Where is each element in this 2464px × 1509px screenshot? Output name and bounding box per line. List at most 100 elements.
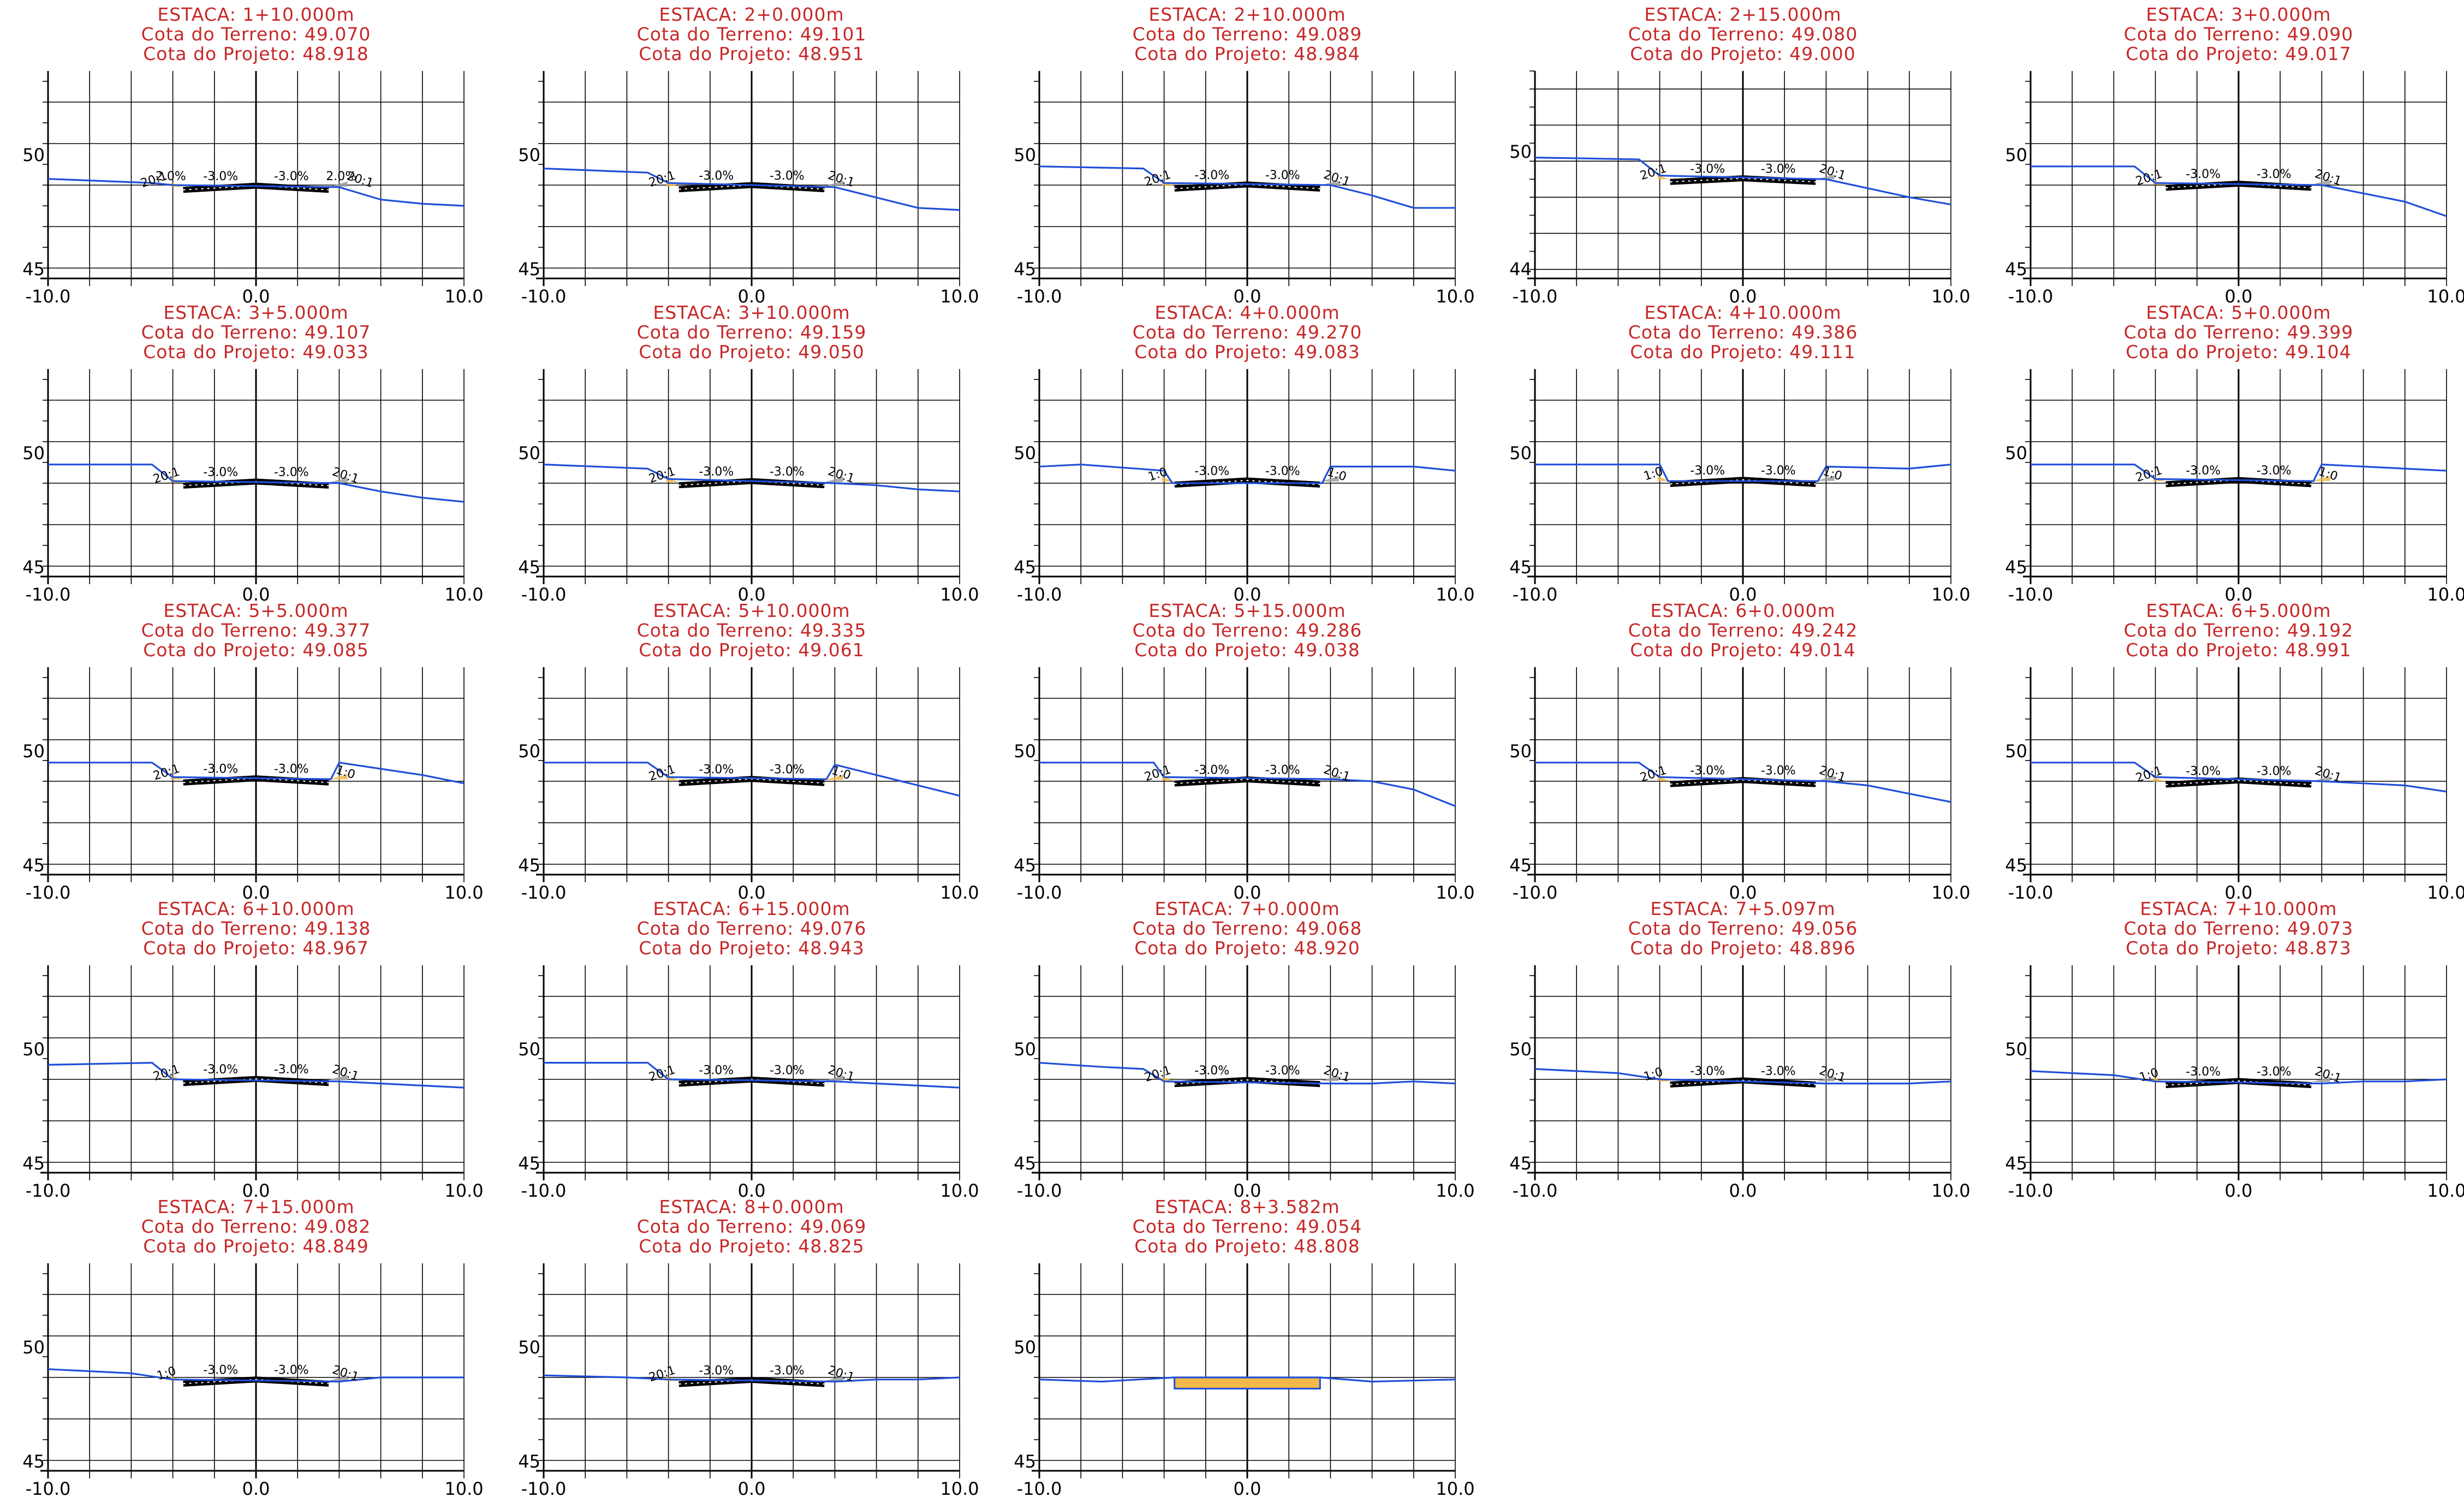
y-axis-label: 45 — [22, 259, 45, 280]
section-station-title: ESTACA: 2+10.000m — [1148, 4, 1346, 25]
side-slope-wedge — [1816, 1076, 1835, 1082]
section-station-title: ESTACA: 5+5.000m — [163, 600, 348, 621]
side-slope-wedge — [1816, 476, 1835, 481]
y-axis-label: 50 — [518, 1337, 540, 1358]
x-axis-label: -10.0 — [2008, 1180, 2054, 1201]
terrain-line — [2031, 165, 2447, 217]
x-axis-label: -10.0 — [521, 1478, 567, 1499]
section-grid — [536, 71, 960, 286]
section-station-title: ESTACA: 7+5.097m — [1650, 898, 1835, 919]
section-grid — [2023, 369, 2447, 584]
section-station-title: ESTACA: 6+10.000m — [157, 898, 354, 919]
x-axis-label: 0.0 — [2225, 882, 2253, 903]
y-axis-label: 45 — [1014, 259, 1036, 280]
section-terrain-elevation: Cota do Terreno: 49.242 — [1628, 620, 1858, 641]
section-project-elevation: Cota do Projeto: 49.033 — [143, 341, 369, 363]
x-axis-label: -10.0 — [1513, 286, 1558, 307]
side-slope-wedge — [1162, 1077, 1175, 1082]
y-axis-label: 50 — [1014, 443, 1036, 464]
section-project-elevation: Cota do Projeto: 48.967 — [143, 937, 369, 959]
x-axis-label: 10.0 — [444, 1478, 483, 1499]
section-terrain-elevation: Cota do Terreno: 49.090 — [2124, 23, 2354, 45]
slope-label: 20:1 — [1818, 1064, 1848, 1085]
side-slope-wedge — [1162, 477, 1175, 482]
slope-label: -3.0% — [2186, 1065, 2221, 1079]
y-axis-label: 45 — [1014, 1451, 1036, 1472]
section-grid — [1032, 71, 1456, 286]
section-project-elevation: Cota do Projeto: 49.111 — [1630, 341, 1856, 363]
x-axis-label: 10.0 — [940, 286, 979, 307]
section-project-elevation: Cota do Projeto: 48.873 — [2126, 937, 2352, 959]
side-slope-wedge — [1320, 1076, 1339, 1082]
section-station-title: ESTACA: 7+15.000m — [157, 1196, 354, 1217]
side-slope-wedge — [824, 1375, 843, 1381]
slope-label: -3.0% — [203, 1364, 238, 1377]
section-project-elevation: Cota do Projeto: 49.083 — [1134, 341, 1360, 363]
slope-label: -3.0% — [274, 763, 309, 776]
terrain-line — [543, 1374, 960, 1383]
section-grid — [1032, 965, 1456, 1180]
x-axis-label: -10.0 — [521, 882, 567, 903]
y-axis-label: 45 — [2005, 855, 2027, 876]
section-terrain-elevation: Cota do Terreno: 49.080 — [1628, 23, 1858, 45]
terrain-line — [1534, 1068, 1951, 1085]
slope-label: -3.0% — [1265, 1064, 1300, 1078]
y-axis-label: 45 — [1509, 855, 1532, 876]
x-axis-label: 10.0 — [940, 584, 979, 605]
side-slope-wedge — [329, 477, 348, 483]
section-project-elevation: Cota do Projeto: 48.849 — [143, 1235, 369, 1257]
x-axis-label: -10.0 — [1513, 584, 1558, 605]
y-axis-label: 50 — [1509, 443, 1532, 464]
section-terrain-elevation: Cota do Terreno: 49.073 — [2124, 918, 2354, 939]
y-axis-label: 50 — [1509, 741, 1532, 762]
slope-label: -3.0% — [2186, 764, 2221, 778]
x-axis-label: -10.0 — [521, 1180, 567, 1201]
y-axis-label: 50 — [1014, 1039, 1036, 1060]
terrain-line — [1535, 464, 1951, 482]
section-terrain-elevation: Cota do Terreno: 49.377 — [141, 620, 371, 641]
y-axis-label: 45 — [2005, 259, 2027, 280]
slope-label: 2.0% — [326, 170, 356, 183]
terrain-line — [1039, 1062, 1456, 1085]
slope-label: -3.0% — [699, 763, 734, 777]
slope-label: 20:1 — [647, 1363, 677, 1385]
cut-fill-area — [1174, 1376, 1321, 1390]
y-axis-label: 50 — [518, 1039, 540, 1060]
section-grid — [1527, 70, 1951, 286]
section-station-title: ESTACA: 5+15.000m — [1148, 600, 1346, 621]
terrain-line — [47, 1061, 465, 1089]
y-axis-label: 50 — [1014, 145, 1036, 165]
x-axis-label: -10.0 — [2008, 286, 2054, 307]
section-project-elevation: Cota do Projeto: 49.000 — [1630, 43, 1856, 64]
y-axis-label: 50 — [1014, 741, 1036, 762]
x-axis-label: 0.0 — [242, 882, 270, 903]
x-axis-label: 10.0 — [444, 584, 483, 605]
slope-label: -3.0% — [699, 1364, 734, 1377]
side-slope-wedge — [824, 1075, 843, 1081]
section-station-title: ESTACA: 6+5.000m — [2146, 600, 2331, 621]
x-axis-label: 10.0 — [1436, 1180, 1474, 1201]
pavement-hatch — [1670, 479, 1816, 485]
section-grid — [40, 965, 465, 1180]
y-axis-label: 50 — [22, 741, 45, 762]
y-axis-label: 45 — [1509, 557, 1532, 578]
section-project-elevation: Cota do Projeto: 49.104 — [2126, 341, 2352, 363]
slope-label: -3.0% — [274, 1063, 309, 1077]
x-axis-label: 10.0 — [1436, 1478, 1474, 1499]
x-axis-label: -10.0 — [26, 1478, 71, 1499]
y-axis-label: 50 — [1509, 1039, 1532, 1060]
section-grid — [1527, 667, 1951, 882]
slope-label: 2.0% — [156, 170, 186, 183]
side-slope-wedge — [329, 1074, 348, 1080]
x-axis-label: -10.0 — [1017, 1478, 1062, 1499]
